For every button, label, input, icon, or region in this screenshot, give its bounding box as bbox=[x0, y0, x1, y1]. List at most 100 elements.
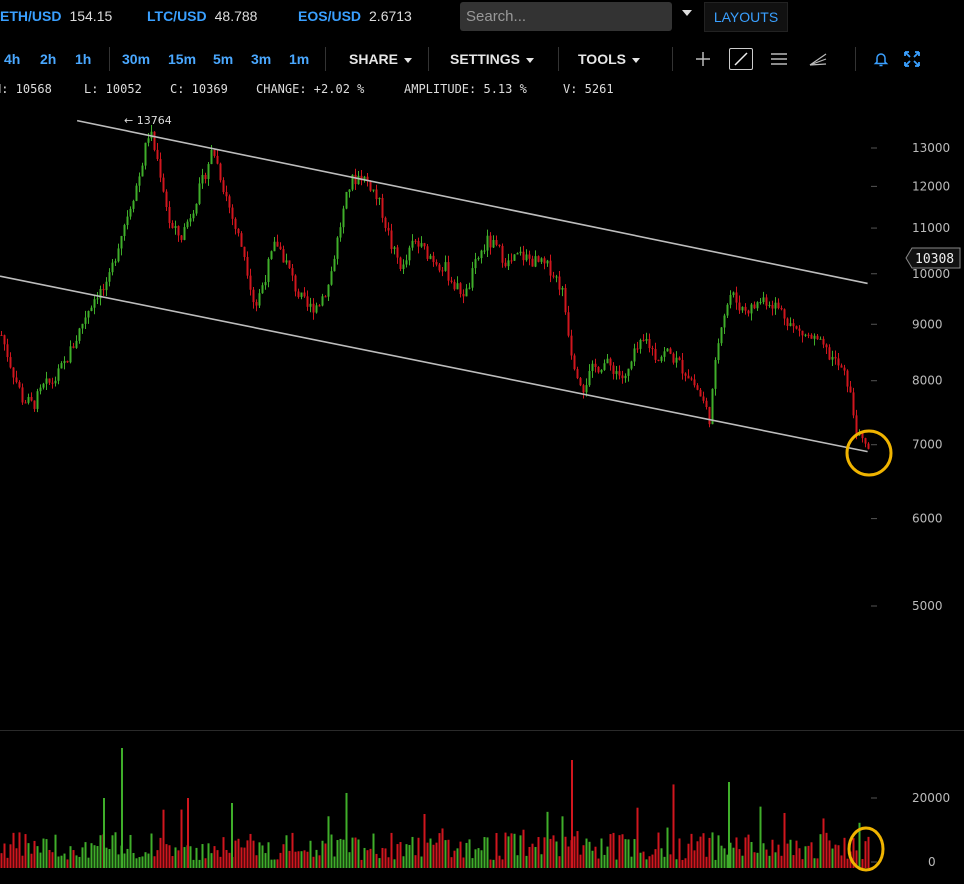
volume-bar bbox=[21, 855, 24, 868]
candle-body bbox=[177, 226, 180, 236]
volume-bar bbox=[306, 851, 309, 868]
crosshair-icon[interactable] bbox=[691, 48, 715, 70]
volume-bar bbox=[147, 853, 150, 868]
timeframe-30m[interactable]: 30m bbox=[122, 51, 151, 67]
tools-menu[interactable]: TOOLS bbox=[578, 51, 640, 67]
volume-bar bbox=[468, 839, 471, 868]
candle-body bbox=[114, 261, 117, 263]
volume-bar bbox=[864, 841, 867, 868]
timeframe-1h[interactable]: 1h bbox=[75, 51, 92, 67]
ticker-eth[interactable]: ETH/USD 154.15 bbox=[0, 8, 112, 24]
candle-body bbox=[378, 197, 381, 200]
volume-bar bbox=[132, 852, 135, 868]
candle-body bbox=[777, 302, 780, 308]
volume-bar bbox=[201, 844, 204, 868]
volume-bar bbox=[39, 852, 42, 868]
candle-body bbox=[399, 257, 402, 269]
channel-lines[interactable] bbox=[0, 119, 868, 453]
layouts-button[interactable]: LAYOUTS bbox=[704, 2, 788, 32]
candle-body bbox=[180, 235, 183, 240]
candle-body bbox=[609, 358, 612, 366]
chevron-down-icon[interactable] bbox=[682, 10, 692, 16]
candle-body bbox=[213, 150, 216, 156]
candle-body bbox=[90, 307, 93, 312]
candle-body bbox=[165, 191, 168, 207]
candle-body bbox=[723, 315, 726, 328]
volume-bar bbox=[96, 846, 99, 868]
volume-bar bbox=[81, 847, 84, 868]
trendline-icon[interactable] bbox=[729, 48, 753, 70]
candle-body bbox=[774, 302, 777, 309]
candle-body bbox=[699, 389, 702, 397]
volume-bar bbox=[375, 853, 378, 868]
volume-bar bbox=[222, 837, 225, 868]
candle-body bbox=[417, 240, 420, 247]
ticker-price: 48.788 bbox=[214, 8, 258, 24]
candle-body bbox=[474, 259, 477, 269]
fullscreen-icon[interactable] bbox=[900, 48, 924, 70]
candle-body bbox=[738, 302, 741, 311]
volume-bar bbox=[234, 840, 237, 868]
volume-bar bbox=[42, 838, 45, 868]
volume-bar bbox=[741, 855, 744, 868]
ticker-eos[interactable]: EOS/USD 2.6713 bbox=[298, 8, 412, 24]
caret-down-icon bbox=[404, 57, 413, 63]
candle-body bbox=[828, 347, 831, 360]
volume-bar bbox=[408, 844, 411, 868]
timeframe-15m[interactable]: 15m bbox=[168, 51, 197, 67]
candle-body bbox=[855, 415, 858, 436]
candle-body bbox=[771, 304, 774, 309]
volume-bar bbox=[774, 852, 777, 868]
timeframe-3m[interactable]: 3m bbox=[251, 51, 272, 67]
candle-body bbox=[759, 302, 762, 304]
volume-bar bbox=[798, 848, 801, 868]
candle-body bbox=[123, 225, 126, 237]
candle-body bbox=[141, 165, 144, 177]
timeframe-1m[interactable]: 1m bbox=[289, 51, 310, 67]
share-menu[interactable]: SHARE bbox=[349, 51, 413, 67]
horizontal-lines-icon[interactable] bbox=[767, 48, 791, 70]
price-chart[interactable]: 13000 12000 11000 10000 9000 8000 7000 6000 5000… bbox=[0, 100, 964, 884]
candle-body bbox=[714, 360, 717, 389]
volume-bar bbox=[0, 853, 3, 868]
volume-bar bbox=[702, 833, 705, 868]
candle-body bbox=[279, 246, 282, 250]
timeframe-4h[interactable]: 4h bbox=[4, 51, 21, 67]
candle-body bbox=[297, 291, 300, 297]
candle-body bbox=[363, 176, 366, 181]
bell-icon[interactable] bbox=[869, 48, 893, 70]
ticker-price: 154.15 bbox=[69, 8, 113, 24]
timeframe-2h[interactable]: 2h bbox=[40, 51, 57, 67]
candle-body bbox=[87, 311, 90, 318]
candle-body bbox=[402, 264, 405, 269]
candle-body bbox=[294, 275, 297, 292]
price-tick-label: 13000 bbox=[912, 141, 950, 155]
fan-icon[interactable] bbox=[806, 48, 830, 70]
volume-bar bbox=[426, 842, 429, 868]
candle-body bbox=[162, 177, 165, 192]
ticker-symbol: ETH/USD bbox=[0, 8, 62, 24]
candle-body bbox=[78, 328, 81, 341]
candle-body bbox=[195, 203, 198, 214]
volume-bar bbox=[438, 833, 441, 868]
volume-bar bbox=[615, 859, 618, 868]
volume-bar bbox=[552, 835, 555, 868]
candle-body bbox=[192, 213, 195, 219]
volume-bar bbox=[657, 832, 660, 868]
ticker-symbol: EOS/USD bbox=[298, 8, 362, 24]
volume-tick-label: 20000 bbox=[912, 791, 950, 805]
volume-bar bbox=[282, 844, 285, 868]
volume-bar bbox=[627, 839, 630, 868]
volume-bar bbox=[612, 832, 615, 868]
ticker-ltc[interactable]: LTC/USD 48.788 bbox=[147, 8, 257, 24]
volume-bar bbox=[117, 854, 120, 868]
candle-body bbox=[48, 378, 51, 383]
candle-body bbox=[27, 397, 30, 403]
settings-menu[interactable]: SETTINGS bbox=[450, 51, 535, 67]
price-tick-label: 9000 bbox=[912, 317, 943, 331]
volume-bar bbox=[789, 839, 792, 868]
search-input[interactable] bbox=[460, 2, 672, 31]
candle-body bbox=[831, 356, 834, 360]
volume-bar bbox=[204, 858, 207, 868]
timeframe-5m[interactable]: 5m bbox=[213, 51, 234, 67]
